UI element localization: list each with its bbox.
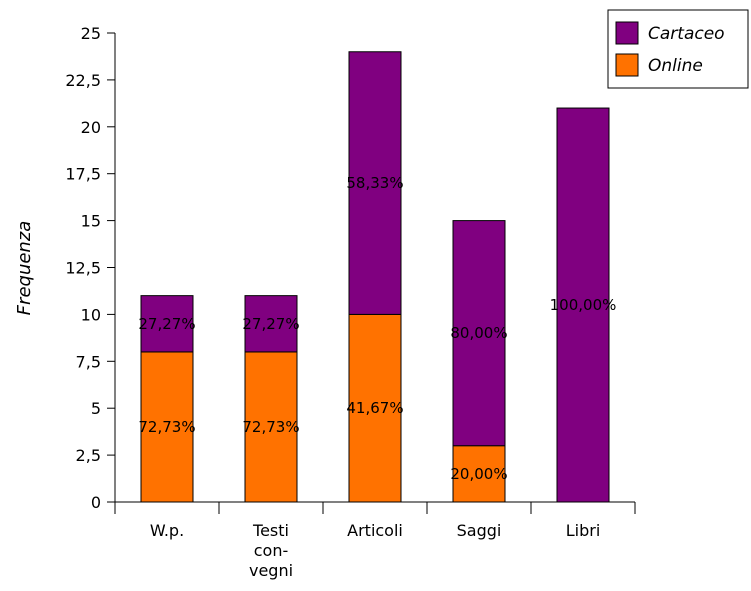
y-tick-label: 5 — [91, 399, 101, 418]
y-axis: 0 2,5 5 7,5 10 12,5 15 17,5 20 22,5 25 — [65, 24, 116, 512]
y-tick-label: 7,5 — [76, 352, 101, 371]
data-label-cartaceo: 80,00% — [450, 324, 507, 342]
y-tick-label: 2,5 — [76, 446, 101, 465]
x-category-label: W.p. — [150, 521, 184, 540]
y-tick-label: 0 — [91, 493, 101, 512]
bar-segment-cartaceo — [452, 220, 506, 447]
y-tick-label: 15 — [81, 212, 101, 231]
x-category-label: Articoli — [347, 521, 403, 540]
data-label-cartaceo: 27,27% — [242, 315, 299, 333]
y-tick-label: 22,5 — [65, 71, 101, 90]
bar-segment-cartaceo — [556, 107, 610, 503]
bars — [140, 51, 610, 503]
data-label-online: 20,00% — [450, 465, 507, 483]
bar-segment-cartaceo — [348, 51, 402, 315]
legend-label-cartaceo: Cartaceo — [648, 24, 725, 44]
y-tick-label: 25 — [81, 24, 101, 43]
y-tick-label: 20 — [81, 118, 101, 137]
data-label-cartaceo: 58,33% — [346, 174, 403, 192]
x-axis: W.p. Testi con-vegni Articoli Saggi Libri — [114, 501, 636, 580]
legend-swatch-online — [615, 53, 639, 77]
data-label-online: 41,67% — [346, 399, 403, 417]
bar-segment-online — [348, 313, 402, 503]
bar-segment-cartaceo — [244, 295, 298, 353]
x-category-label: Testi con-vegni — [249, 521, 293, 580]
y-tick-label: 17,5 — [65, 165, 101, 184]
legend: Cartaceo Online — [607, 9, 749, 89]
bar-segment-online — [452, 445, 506, 503]
bar-segment-online — [244, 351, 298, 503]
x-category-label: Saggi — [457, 521, 502, 540]
bar-segment-cartaceo — [140, 295, 194, 353]
y-tick-label: 12,5 — [65, 259, 101, 278]
y-tick-label: 10 — [81, 305, 101, 324]
x-category-label: Libri — [566, 521, 601, 540]
data-label-cartaceo: 27,27% — [138, 315, 195, 333]
data-labels: 72,73% 27,27% 72,73% 27,27% 41,67% 58,33% 20,0… — [138, 174, 616, 483]
data-label-online: 72,73% — [138, 418, 195, 436]
legend-swatch-cartaceo — [615, 21, 639, 45]
data-label-online: 72,73% — [242, 418, 299, 436]
data-label-cartaceo: 100,00% — [550, 296, 617, 314]
legend-label-online: Online — [648, 56, 703, 76]
y-axis-title: Frequenza — [14, 221, 35, 316]
